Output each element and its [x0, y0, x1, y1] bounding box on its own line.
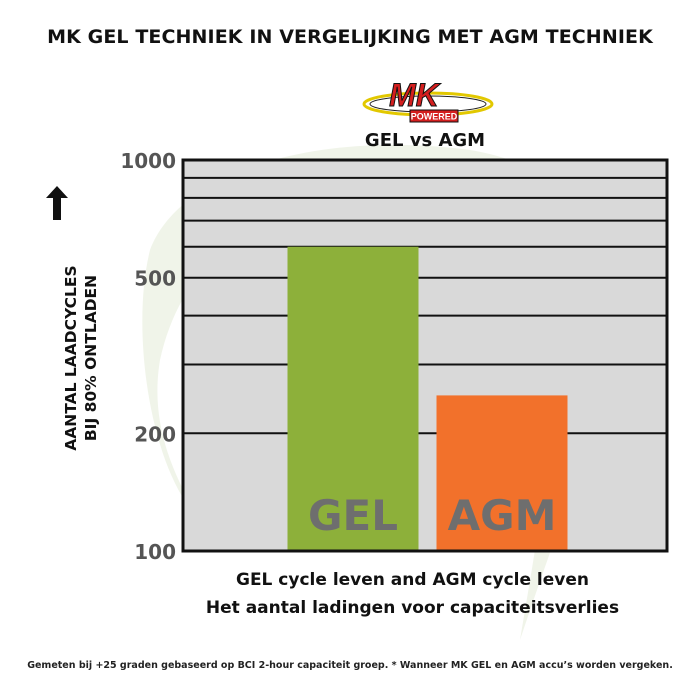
- x-axis-label-line2: Het aantal ladingen voor capaciteitsverl…: [205, 598, 620, 618]
- bar-label-agm: AGM: [448, 491, 557, 540]
- logo-word: MK: [389, 77, 442, 113]
- arrow-up-icon: [46, 186, 68, 220]
- plot-frame: [181, 158, 669, 553]
- footnote: Gemeten bij +25 graden gebaseerd op BCI …: [27, 660, 673, 671]
- chart-title: GEL vs AGM: [364, 130, 486, 151]
- bar-gel: [287, 246, 419, 551]
- bar-agm: [436, 395, 568, 551]
- y-tick-label: 100: [134, 540, 176, 564]
- x-axis-label-line1: GEL cycle leven and AGM cycle leven: [235, 570, 589, 590]
- bar-label-gel: GEL: [308, 491, 398, 540]
- y-tick-label: 1000: [120, 149, 176, 173]
- y-tick-label: 200: [134, 422, 176, 446]
- logo-tagline: POWERED: [411, 112, 458, 122]
- plot-area: [183, 160, 667, 551]
- page-title: MK GEL TECHNIEK IN VERGELIJKING MET AGM …: [47, 26, 653, 48]
- mk-powered-logo: MK POWERED: [362, 77, 494, 123]
- y-tick-label: 500: [134, 267, 176, 291]
- x-axis-label: GEL cycle leven and AGM cycle leven Het …: [0, 566, 700, 622]
